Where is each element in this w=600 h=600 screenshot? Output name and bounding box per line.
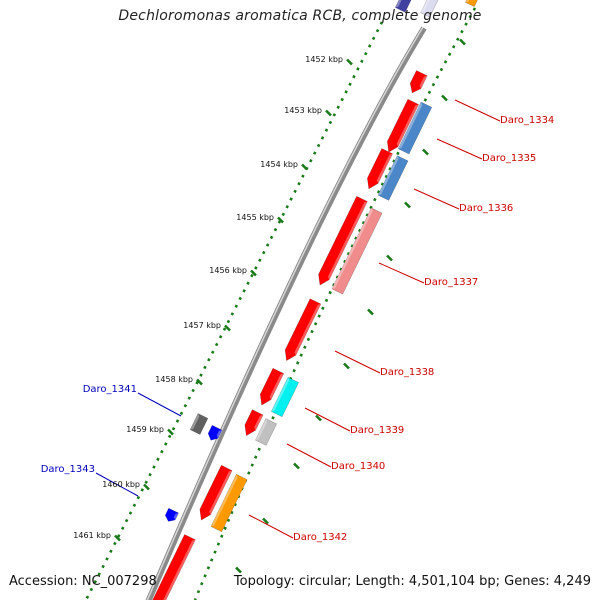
tick-label: 1454 kbp — [260, 160, 298, 169]
feature-daro-1342-orange[interactable] — [210, 473, 248, 533]
tick-label: 1460 kbp — [102, 480, 140, 489]
feature-daro-1335-cds[interactable] — [383, 98, 420, 155]
feature-daro-1339-cds[interactable] — [256, 367, 285, 407]
gene-leader-line — [413, 188, 460, 210]
tick-label: 1452 kbp — [305, 55, 343, 64]
tick-mark — [167, 428, 174, 436]
feature-daro-1342-cds[interactable] — [196, 464, 233, 522]
tick-mark — [441, 94, 448, 102]
feature-daro-1343-rev[interactable] — [163, 507, 179, 524]
tick-label: 1455 kbp — [236, 213, 274, 222]
gene-label-daro-1340[interactable]: Daro_1340 — [331, 461, 385, 472]
feature-bottom-cds[interactable] — [149, 534, 196, 600]
tick-mark — [459, 38, 466, 46]
gene-leader-line — [286, 443, 332, 468]
feature-daro-1336-blue[interactable] — [377, 155, 409, 201]
gene-leader-line — [248, 514, 294, 539]
feature-daro-1341-darkgrey[interactable] — [189, 413, 209, 435]
feature-daro-1340-cds[interactable] — [241, 409, 264, 439]
tick-label: 1453 kbp — [284, 106, 322, 115]
tick-mark — [422, 148, 429, 156]
tick-mark — [143, 483, 150, 491]
gene-label-daro-1336[interactable]: Daro_1336 — [459, 203, 513, 214]
tick-mark — [301, 163, 308, 171]
tick-label: 1456 kbp — [209, 266, 247, 275]
tick-mark — [114, 534, 121, 542]
gene-label-daro-1339[interactable]: Daro_1339 — [350, 425, 404, 436]
tick-label: 1461 kbp — [73, 531, 111, 540]
feature-daro-1338-cds[interactable] — [281, 298, 322, 364]
genome-backbone — [145, 26, 427, 600]
gene-label-daro-1335[interactable]: Daro_1335 — [482, 153, 536, 164]
feature-daro-1337-pink[interactable] — [331, 207, 383, 295]
feature-daro-1334-cds[interactable] — [407, 70, 428, 95]
tick-mark — [235, 566, 242, 574]
feature-daro-1339-cyan[interactable] — [270, 376, 300, 418]
gene-label-daro-1334[interactable]: Daro_1334 — [500, 115, 554, 126]
gene-leader-line — [378, 262, 425, 284]
outer-tick-track — [193, 7, 477, 600]
gene-label-daro-1341[interactable]: Daro_1341 — [83, 384, 137, 395]
tick-mark — [346, 58, 353, 66]
genome-title: Dechloromonas aromatica RCB, complete ge… — [118, 8, 482, 24]
inner-tick-track — [84, 21, 384, 600]
tick-mark — [262, 517, 269, 525]
tick-mark — [404, 201, 411, 209]
tick-mark — [325, 109, 332, 117]
gene-leader-line — [436, 138, 483, 160]
gene-label-daro-1342[interactable]: Daro_1342 — [293, 532, 347, 543]
tick-mark — [293, 462, 300, 470]
feature-daro-1337-cds[interactable] — [315, 195, 368, 288]
feature-top-grey[interactable] — [420, 0, 440, 18]
gene-leader-line — [304, 407, 351, 432]
accession-label: Accession: NC_007298 — [9, 574, 157, 589]
tick-mark — [196, 378, 203, 386]
tick-mark — [343, 362, 350, 370]
tick-label: 1458 kbp — [155, 375, 193, 384]
tick-mark — [277, 216, 284, 224]
gene-label-daro-1337[interactable]: Daro_1337 — [424, 277, 478, 288]
gene-leader-line — [137, 392, 182, 417]
feature-daro-1340-grey[interactable] — [254, 418, 278, 446]
tick-mark — [367, 308, 374, 316]
gene-leader-line — [95, 472, 139, 497]
feature-daro-1341-rev[interactable] — [206, 424, 223, 442]
feature-top-orange[interactable] — [464, 0, 480, 8]
genome-summary: Topology: circular; Length: 4,501,104 bp… — [233, 574, 591, 589]
gene-label-daro-1338[interactable]: Daro_1338 — [380, 367, 434, 378]
tick-mark — [224, 324, 231, 332]
tick-mark — [386, 254, 393, 262]
tick-mark — [315, 414, 322, 422]
gene-label-daro-1343[interactable]: Daro_1343 — [41, 464, 95, 475]
tick-label: 1457 kbp — [183, 321, 221, 330]
feature-daro-1336-cds[interactable] — [363, 148, 393, 191]
tick-mark — [250, 269, 257, 277]
tick-label: 1459 kbp — [126, 425, 164, 434]
feature-daro-1335-blue[interactable] — [397, 101, 433, 155]
feature-top-navy[interactable] — [394, 0, 416, 13]
gene-leader-line — [454, 99, 501, 122]
gene-leader-line — [334, 350, 381, 374]
